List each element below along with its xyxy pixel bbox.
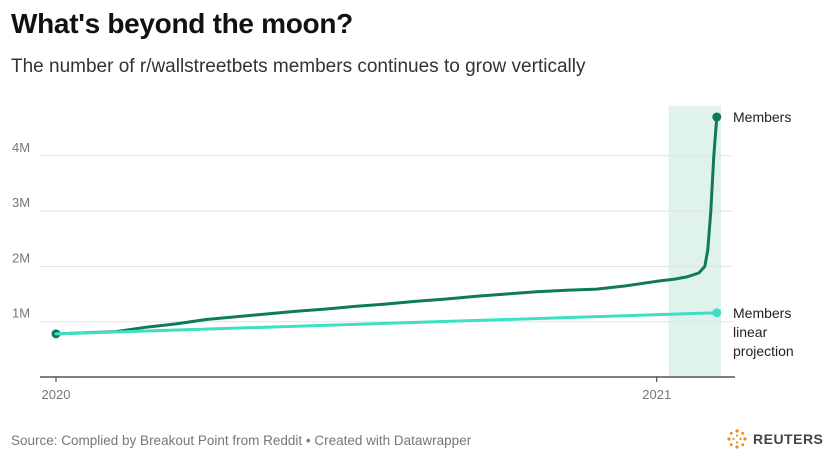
series-label-projection: linear bbox=[733, 324, 768, 340]
series-label-projection: Members bbox=[733, 305, 791, 321]
reuters-logo[interactable]: REUTERS bbox=[726, 428, 823, 450]
projection-end-marker bbox=[712, 308, 722, 318]
highlight-band bbox=[668, 106, 721, 377]
projection-line bbox=[54, 311, 719, 336]
x-tick-label: 2021 bbox=[642, 387, 671, 402]
chart-subtitle: The number of r/wallstreetbets members c… bbox=[11, 56, 586, 77]
y-tick-label: 1M bbox=[12, 306, 30, 321]
chart-title: What's beyond the moon? bbox=[11, 8, 353, 39]
members-line bbox=[54, 115, 719, 336]
series-label-projection: projection bbox=[733, 343, 794, 359]
y-tick-label: 3M bbox=[12, 195, 30, 210]
y-tick-label: 4M bbox=[12, 140, 30, 155]
x-tick-label: 2020 bbox=[42, 387, 71, 402]
logo-text: REUTERS bbox=[753, 431, 824, 447]
series-label-members: Members bbox=[733, 109, 791, 125]
reuters-dot-icon bbox=[727, 429, 747, 449]
y-tick-label: 2M bbox=[12, 250, 30, 265]
source-note: Source: Complied by Breakout Point from … bbox=[11, 433, 472, 448]
members-end-marker bbox=[712, 112, 722, 122]
